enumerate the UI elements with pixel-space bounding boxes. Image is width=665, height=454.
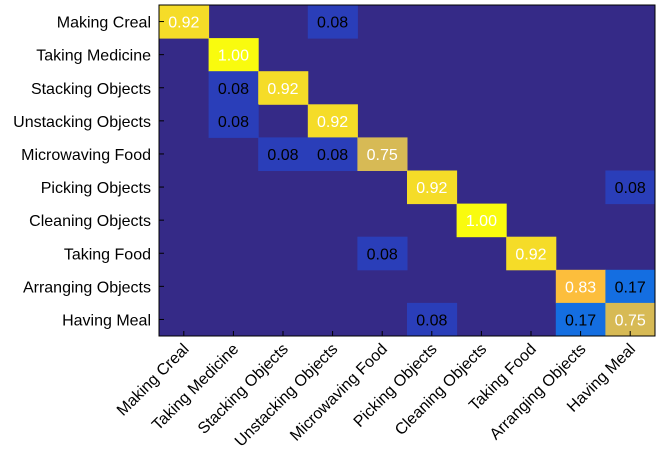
- axis-ticks: [159, 21, 631, 336]
- plot-border: [158, 4, 656, 337]
- heatmap-cell: [208, 104, 259, 138]
- heatmap-cell: [307, 137, 358, 171]
- y-tick-label: Stacking Objects: [31, 81, 151, 98]
- cell-value-label: 0.75: [367, 147, 398, 164]
- x-tick-label: Stacking Objects: [195, 341, 292, 438]
- heatmap-cell: [159, 5, 210, 39]
- cell-value-label: 0.08: [218, 81, 249, 98]
- cell-value-label: 1.00: [466, 213, 497, 230]
- heatmap-cell: [407, 302, 458, 337]
- cell-value-label: 0.92: [267, 81, 298, 98]
- heatmap-cell: [307, 5, 358, 39]
- heatmap-cell: [456, 203, 507, 238]
- heatmap-cell: [258, 71, 309, 105]
- heatmap-cell: [407, 170, 458, 205]
- heatmap-cell: [357, 236, 408, 271]
- y-tick-label: Unstacking Objects: [13, 114, 151, 131]
- y-tick-label: Taking Medicine: [36, 48, 151, 65]
- cell-value-label: 0.08: [218, 114, 249, 131]
- y-tick-label: Cleaning Objects: [29, 213, 151, 230]
- y-tick-label: Microwaving Food: [21, 147, 151, 164]
- cell-value-label: 0.08: [317, 15, 348, 32]
- cell-value-label: 0.17: [565, 312, 596, 329]
- x-tick-label: Cleaning Objects: [392, 341, 490, 439]
- x-tick-label: Arranging Objects: [487, 341, 590, 444]
- heatmap-cell: [208, 71, 259, 105]
- heatmap-cell: [605, 302, 656, 337]
- y-tick-label: Picking Objects: [41, 180, 151, 197]
- heatmap-cell: [357, 137, 408, 171]
- heatmap-cells: [159, 5, 656, 337]
- heatmap-cell: [208, 38, 259, 72]
- heatmap-cell: [605, 170, 656, 205]
- cell-value-label: 0.08: [367, 246, 398, 263]
- y-axis-tick-labels: Making Creal Taking Medicine Stacking Obje…: [13, 15, 151, 330]
- y-tick-label: Arranging Objects: [23, 279, 151, 296]
- cell-value-label: 1.00: [218, 48, 249, 65]
- heatmap-cell: [307, 104, 358, 138]
- cell-value-label: 0.17: [615, 279, 646, 296]
- heatmap-cell: [555, 302, 606, 337]
- cell-value-label: 0.08: [416, 312, 447, 329]
- cell-value-label: 0.08: [317, 147, 348, 164]
- cell-value-label: 0.08: [615, 180, 646, 197]
- cell-value-label: 0.08: [267, 147, 298, 164]
- cell-value-label: 0.92: [416, 180, 447, 197]
- cell-value-labels: 0.92 0.08 1.00 0.08 0.92 0.08 0.92 0.08 0.08 0.75…: [168, 15, 646, 330]
- heatmap-cell: [555, 269, 606, 304]
- heatmap-cell: [506, 236, 557, 271]
- y-tick-label: Taking Food: [64, 246, 151, 263]
- cell-value-label: 0.75: [615, 312, 646, 329]
- cell-value-label: 0.92: [515, 246, 546, 263]
- heatmap-cell: [605, 269, 656, 304]
- cell-value-label: 0.92: [168, 15, 199, 32]
- cell-value-label: 0.83: [565, 279, 596, 296]
- heatmap-cell: [258, 137, 309, 171]
- x-tick-label: Taking Medicine: [149, 341, 242, 434]
- cell-value-label: 0.92: [317, 114, 348, 131]
- y-tick-label: Making Creal: [57, 15, 151, 32]
- y-tick-label: Having Meal: [62, 312, 151, 329]
